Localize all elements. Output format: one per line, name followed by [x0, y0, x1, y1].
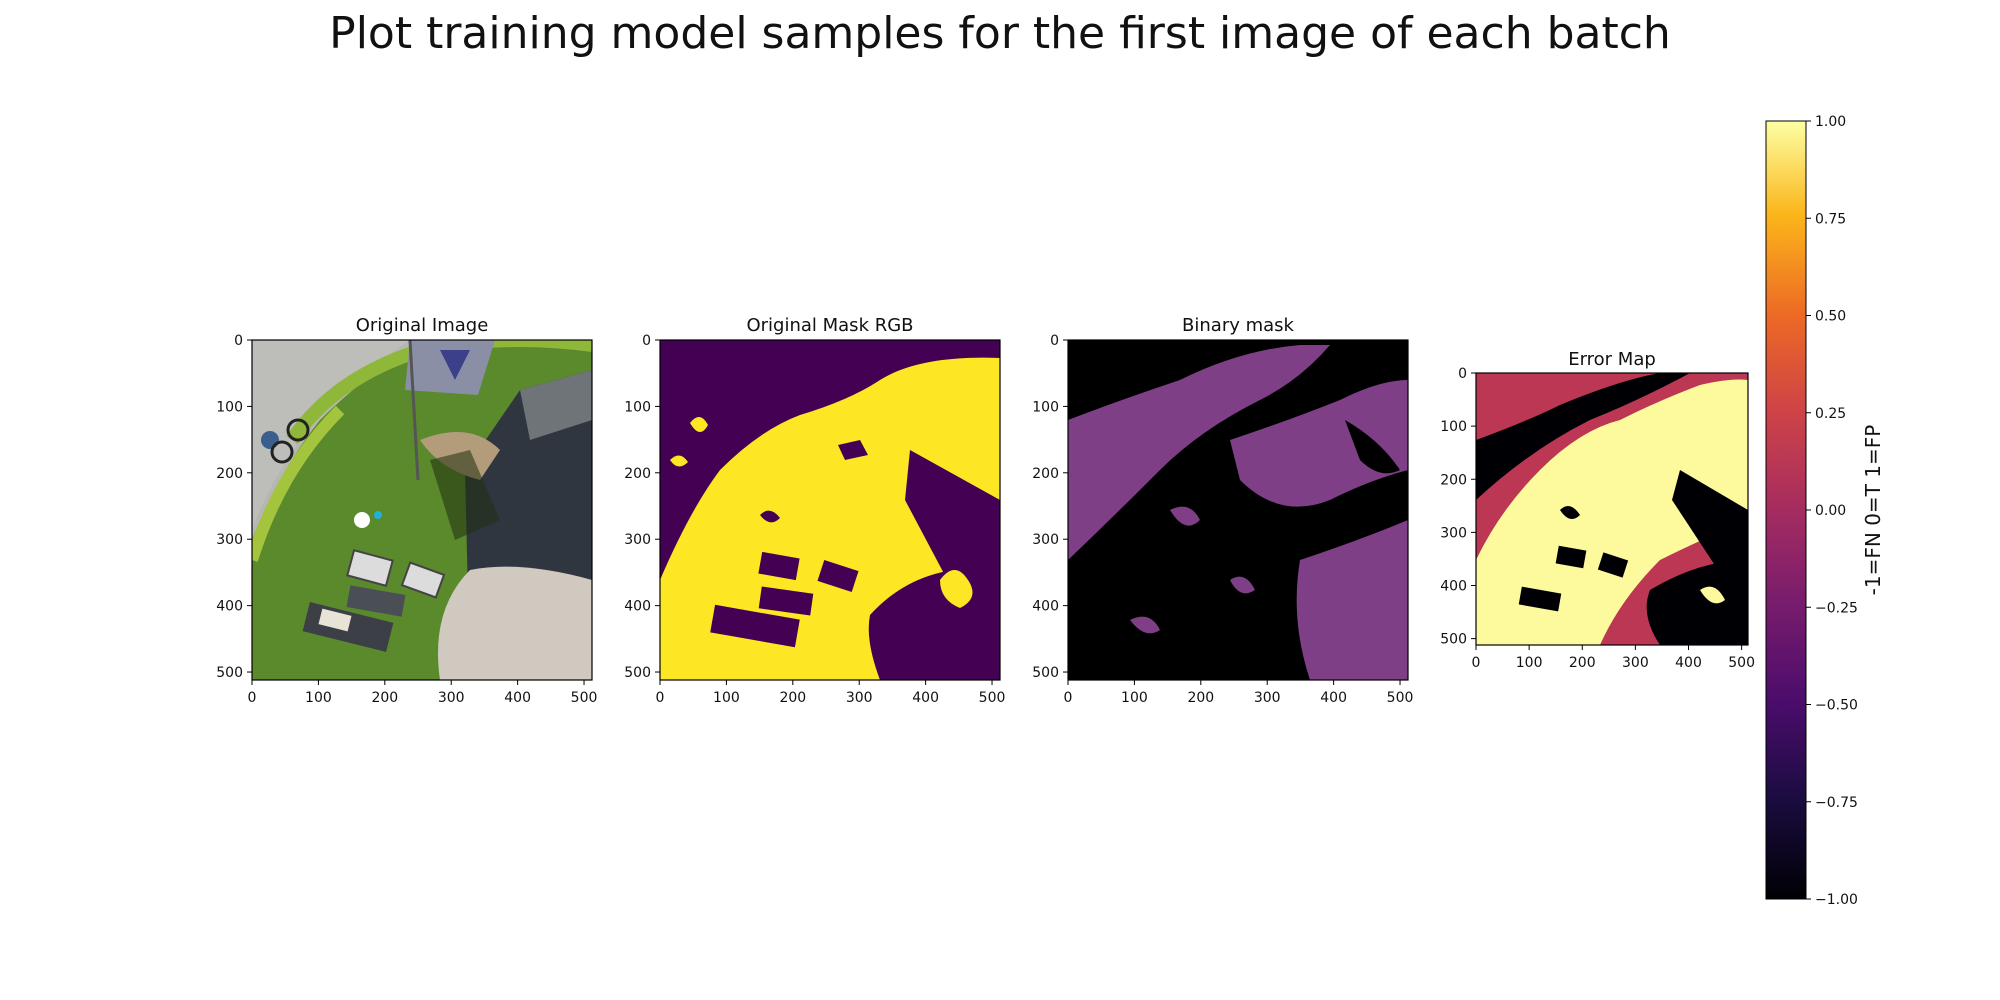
x-tick-label: 300 — [1254, 690, 1281, 706]
mask-image — [660, 340, 1000, 680]
x-tick-label: 100 — [1121, 690, 1148, 706]
x-tick-label: 300 — [438, 690, 465, 706]
colorbar-ticks: 1.00 0.75 0.50 0.25 0.00 −0.25 −0.50 −0.75 −1.00 — [1806, 114, 1858, 908]
colorbar-tick-label: 0.00 — [1815, 503, 1846, 519]
panel-original-mask: Original Mask RGB — [659, 315, 1001, 681]
binary-mask-image — [1068, 340, 1408, 680]
x-tick-label: 0 — [656, 690, 665, 706]
y-tick-label: 0 — [1458, 366, 1467, 382]
colorbar-tick-label: −0.25 — [1815, 600, 1858, 616]
colorbar-tick-label: −0.75 — [1815, 795, 1858, 811]
x-tick-label: 500 — [1728, 655, 1755, 671]
x-tick-label: 300 — [846, 690, 873, 706]
y-tick-label: 300 — [624, 532, 651, 548]
y-tick-label: 100 — [1440, 419, 1467, 435]
x-tick-label: 100 — [1516, 655, 1543, 671]
panel-title-original-mask: Original Mask RGB — [746, 315, 913, 336]
y-tick-label: 500 — [216, 665, 243, 681]
y-tick-label: 400 — [1440, 579, 1467, 595]
x-tick-label: 400 — [1320, 690, 1347, 706]
axis-ticks: 0 100 200 300 400 500 0 100 200 300 400 500 0 100 200 3… — [216, 333, 1755, 706]
colorbar-label: -1=FN 0=T 1=FP — [1861, 425, 1885, 596]
x-tick-label: 500 — [571, 690, 598, 706]
y-tick-label: 300 — [216, 532, 243, 548]
y-tick-label: 200 — [1440, 472, 1467, 488]
panel-binary-mask: Binary mask — [1067, 315, 1409, 681]
x-tick-label: 200 — [779, 690, 806, 706]
y-tick-label: 0 — [234, 333, 243, 349]
y-tick-label: 0 — [1050, 333, 1059, 349]
y-tick-label: 200 — [216, 466, 243, 482]
x-tick-label: 400 — [912, 690, 939, 706]
panel-original-image: Original Image — [251, 315, 593, 681]
y-tick-label: 500 — [1032, 665, 1059, 681]
x-tick-label: 200 — [1569, 655, 1596, 671]
y-tick-label: 100 — [624, 399, 651, 415]
panel-error-map: Error Map — [1475, 349, 1749, 646]
colorbar-tick-label: −0.50 — [1815, 698, 1858, 714]
y-tick-label: 300 — [1032, 532, 1059, 548]
x-tick-label: 0 — [248, 690, 257, 706]
y-tick-label: 100 — [1032, 399, 1059, 415]
error-map-image — [1476, 373, 1748, 645]
x-tick-label: 200 — [1187, 690, 1214, 706]
y-tick-label: 100 — [216, 399, 243, 415]
y-tick-label: 500 — [1440, 632, 1467, 648]
y-tick-label: 500 — [624, 665, 651, 681]
x-tick-label: 300 — [1622, 655, 1649, 671]
y-tick-label: 0 — [642, 333, 651, 349]
x-tick-label: 100 — [305, 690, 332, 706]
panel-title-original-image: Original Image — [356, 315, 489, 336]
y-tick-label: 300 — [1440, 525, 1467, 541]
y-tick-label: 400 — [1032, 599, 1059, 615]
y-tick-label: 400 — [216, 599, 243, 615]
colorbar: 1.00 0.75 0.50 0.25 0.00 −0.25 −0.50 −0.75 −1.00… — [1765, 114, 1885, 908]
y-tick-label: 400 — [624, 599, 651, 615]
x-tick-label: 400 — [504, 690, 531, 706]
x-tick-label: 500 — [1387, 690, 1414, 706]
x-tick-label: 0 — [1472, 655, 1481, 671]
x-tick-label: 200 — [371, 690, 398, 706]
colorbar-tick-label: −1.00 — [1815, 892, 1858, 908]
panel-title-error-map: Error Map — [1568, 349, 1656, 370]
x-tick-label: 400 — [1675, 655, 1702, 671]
x-tick-label: 500 — [979, 690, 1006, 706]
y-tick-label: 200 — [624, 466, 651, 482]
colorbar-gradient — [1765, 120, 1807, 900]
colorbar-tick-label: 0.25 — [1815, 406, 1846, 422]
panel-title-binary-mask: Binary mask — [1182, 315, 1295, 336]
original-photo — [252, 340, 592, 680]
x-tick-label: 0 — [1064, 690, 1073, 706]
page-title: Plot training model samples for the firs… — [329, 8, 1671, 59]
colorbar-tick-label: 0.75 — [1815, 211, 1846, 227]
x-tick-label: 100 — [713, 690, 740, 706]
colorbar-tick-label: 1.00 — [1815, 114, 1846, 130]
colorbar-tick-label: 0.50 — [1815, 309, 1846, 325]
y-tick-label: 200 — [1032, 466, 1059, 482]
